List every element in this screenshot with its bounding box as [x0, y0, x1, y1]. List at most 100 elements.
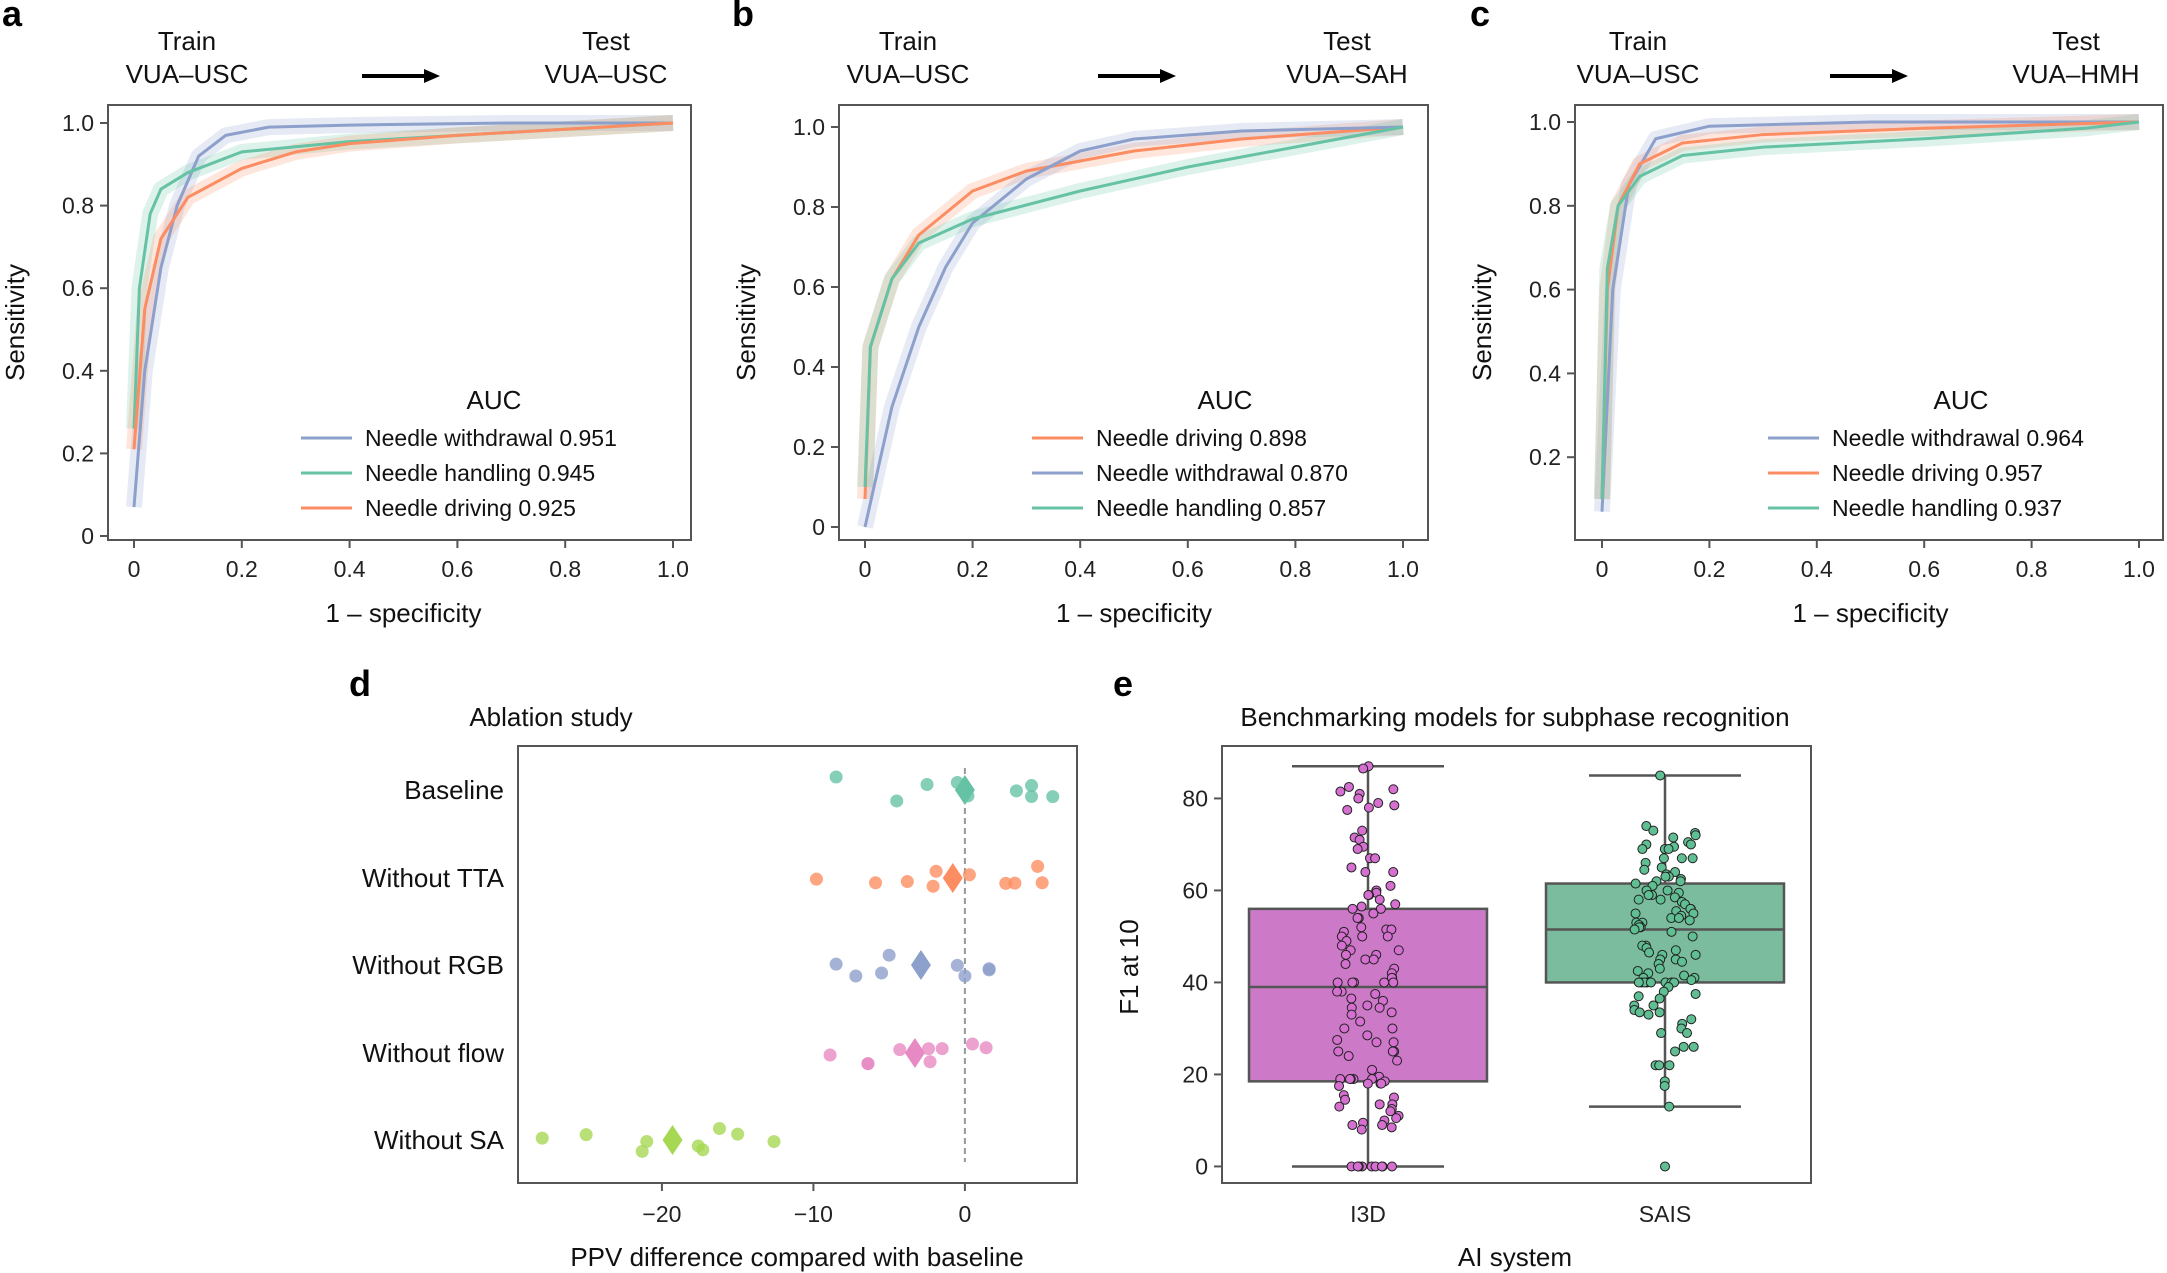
plot-area [1221, 745, 1812, 1184]
data-point [1339, 1023, 1350, 1034]
test-label: Test [582, 26, 630, 56]
y-tick-label: 0.4 [1529, 360, 1561, 386]
data-point [823, 1048, 837, 1062]
legend-series-name: Needle handling [1832, 495, 1998, 521]
train-dataset: VUA–USC [126, 59, 249, 89]
data-point [1358, 763, 1369, 774]
data-point [1388, 1037, 1399, 1048]
legend-series-name: Needle withdrawal [1832, 425, 2020, 451]
legend-entry: Needle handling 0.937 [1832, 495, 2062, 521]
data-point [1679, 970, 1690, 981]
data-point [1654, 1007, 1665, 1018]
data-point [1388, 784, 1399, 795]
y-tick-label: 60 [1182, 877, 1208, 903]
data-point [1678, 1041, 1689, 1052]
x-tick-label: −20 [642, 1201, 681, 1227]
x-tick-label: I3D [1350, 1201, 1386, 1227]
data-point [890, 794, 904, 808]
data-point [1008, 876, 1022, 890]
y-tick-label: 0.4 [62, 358, 94, 384]
data-point [1343, 781, 1354, 792]
data-point [1633, 894, 1644, 905]
y-tick-label: 20 [1182, 1061, 1208, 1087]
chart-title: Ablation study [469, 702, 632, 732]
data-point [1386, 1122, 1397, 1133]
data-point [1687, 931, 1698, 942]
data-point [1690, 830, 1701, 841]
y-tick-label: 0 [1195, 1153, 1208, 1179]
data-point [1376, 1161, 1387, 1172]
data-point [1376, 1078, 1387, 1089]
legend-series-name: Needle withdrawal [365, 425, 553, 451]
arrow-head-icon [424, 69, 440, 83]
data-point [1668, 832, 1679, 843]
data-point [1360, 867, 1371, 878]
legend-auc: 0.870 [1290, 460, 1348, 486]
x-tick-label: 0.4 [334, 556, 366, 582]
test-dataset: VUA–HMH [2012, 59, 2139, 89]
y-tick-label: 0.6 [793, 274, 825, 300]
data-point [696, 1143, 710, 1157]
legend-entry: Needle handling 0.945 [365, 460, 595, 486]
data-point [869, 876, 883, 890]
legend-series-name: Needle driving [365, 495, 512, 521]
data-point [1639, 864, 1650, 875]
mean-marker [904, 1038, 925, 1068]
data-point [1648, 825, 1659, 836]
data-point [1643, 1009, 1654, 1020]
data-point [935, 1042, 949, 1056]
data-point [1370, 988, 1381, 999]
legend-entry: Needle withdrawal 0.870 [1096, 460, 1348, 486]
legend-auc: 0.964 [2026, 425, 2084, 451]
roc-curve-needle-handling [863, 125, 1404, 488]
data-point [1346, 1009, 1357, 1020]
data-point [950, 958, 964, 972]
data-point [1637, 844, 1648, 855]
data-point [1641, 821, 1652, 832]
data-point [1332, 986, 1343, 997]
confidence-band [1594, 114, 2139, 513]
x-axis-label: 1 – specificity [1056, 598, 1212, 628]
data-point [1332, 977, 1343, 988]
data-point [1356, 1124, 1367, 1135]
category-label: Without RGB [352, 950, 504, 980]
data-point [1643, 890, 1654, 901]
panel-letter: a [2, 0, 23, 34]
data-point [1031, 859, 1045, 873]
data-point [1670, 1046, 1681, 1057]
x-tick-label: 1.0 [2123, 556, 2155, 582]
legend-series-name: Needle driving [1832, 460, 1979, 486]
data-point [929, 864, 943, 878]
y-axis-label: F1 at 10 [1114, 919, 1144, 1014]
data-point [829, 957, 843, 971]
x-axis-label: PPV difference compared with baseline [570, 1242, 1023, 1272]
y-tick-label: 0 [81, 523, 94, 549]
data-point [1666, 926, 1677, 937]
train-label: Train [1609, 26, 1667, 56]
data-point [1352, 844, 1363, 855]
data-point [1690, 988, 1701, 999]
data-point [1368, 954, 1379, 965]
train-label: Train [879, 26, 937, 56]
y-axis-label: Sensitivity [0, 264, 30, 381]
iqr-box [1247, 907, 1489, 1083]
data-point [893, 1043, 907, 1057]
data-point [731, 1127, 745, 1141]
data-point [922, 1042, 936, 1056]
data-point [1333, 1046, 1344, 1057]
y-axis-label: Sensitivity [1467, 264, 1497, 381]
arrow-head-icon [1160, 69, 1176, 83]
data-point [1357, 931, 1368, 942]
legend-series-name: Needle withdrawal [1096, 460, 1284, 486]
data-point [926, 879, 940, 893]
chart-title: Benchmarking models for subphase recogni… [1240, 702, 1789, 732]
x-tick-label: 0.6 [1172, 556, 1204, 582]
x-tick-label: 0.4 [1801, 556, 1833, 582]
y-tick-label: 0.8 [1529, 193, 1561, 219]
data-point [1386, 1007, 1397, 1018]
data-point [1654, 1060, 1665, 1071]
y-tick-label: 0.8 [793, 194, 825, 220]
data-point [1685, 839, 1696, 850]
y-tick-label: 80 [1182, 785, 1208, 811]
